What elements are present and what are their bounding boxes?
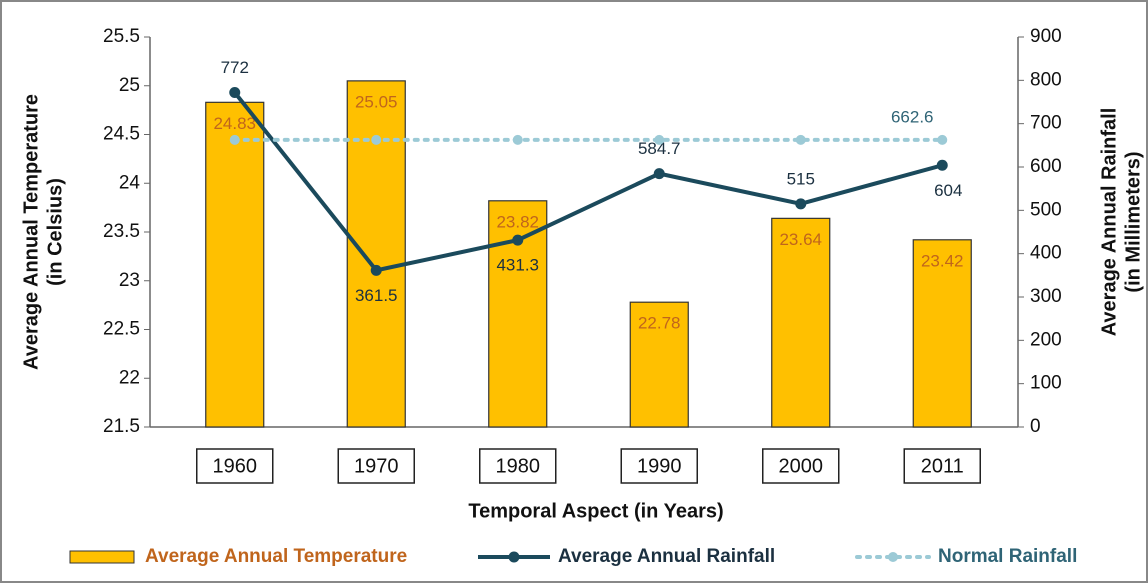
y2-tick-label: 200 <box>1030 329 1062 350</box>
bar-value-label: 25.05 <box>355 92 398 111</box>
bar <box>205 101 265 428</box>
rainfall-marker <box>512 234 524 246</box>
rainfall-value-label: 604 <box>934 181 962 200</box>
bar <box>912 239 972 428</box>
x-tick-label: 1980 <box>496 455 541 477</box>
bar-value-label: 24.83 <box>213 114 256 133</box>
rainfall-line <box>233 91 943 273</box>
y-tick-label: 22.5 <box>103 319 140 340</box>
normal-marker <box>654 134 665 145</box>
rainfall-value-label: 515 <box>787 169 815 188</box>
bar-value-label: 23.64 <box>779 230 822 249</box>
y2-axis-title: Average Annual Rainfall <box>1098 108 1120 337</box>
x-label-box <box>337 448 415 484</box>
y-tick-label: 25 <box>119 75 140 96</box>
x-label-box <box>903 448 981 484</box>
rainfall-value-label: 772 <box>221 58 249 77</box>
bar-value-label: 23.82 <box>496 212 539 231</box>
legend-swatch <box>69 550 135 564</box>
y2-tick-label: 600 <box>1030 156 1062 177</box>
y2-tick-label: 700 <box>1030 113 1062 134</box>
legend-marker <box>508 551 520 563</box>
x-axis-title: Temporal Aspect (in Years) <box>468 500 723 522</box>
x-tick-label: 2000 <box>779 455 824 477</box>
normal-marker <box>937 134 948 145</box>
normal-marker <box>371 134 382 145</box>
x-tick-label: 1960 <box>213 455 258 477</box>
y-tick-label: 23.5 <box>103 221 140 242</box>
bar-value-label: 22.78 <box>638 314 681 333</box>
normal-marker <box>229 134 240 145</box>
y2-tick-label: 900 <box>1030 26 1062 47</box>
rainfall-marker <box>229 86 241 98</box>
x-label-box <box>620 448 698 484</box>
y-tick-label: 25.5 <box>103 26 140 47</box>
x-label-box <box>479 448 557 484</box>
y-tick-label: 24 <box>119 172 141 193</box>
rainfall-marker <box>653 168 665 180</box>
rainfall-value-label: 361.5 <box>355 286 398 305</box>
y2-tick-label: 400 <box>1030 243 1062 264</box>
rainfall-marker <box>936 159 948 171</box>
y-axis-title: Average Annual Temperature <box>20 94 42 370</box>
rainfall-marker <box>370 264 382 276</box>
legend-marker <box>888 552 898 562</box>
legend-label: Normal Rainfall <box>938 546 1077 567</box>
legend-label: Average Annual Temperature <box>145 546 407 567</box>
y2-tick-label: 800 <box>1030 69 1062 90</box>
rainfall-value-label: 431.3 <box>496 256 539 275</box>
x-tick-label: 2011 <box>921 455 964 477</box>
y2-tick-label: 100 <box>1030 373 1062 394</box>
y2-tick-label: 500 <box>1030 199 1062 220</box>
y-tick-label: 22 <box>119 367 140 388</box>
bar <box>771 217 831 428</box>
bar <box>346 80 406 428</box>
rainfall-marker <box>795 198 807 210</box>
y2-tick-label: 300 <box>1030 286 1062 307</box>
x-label-box <box>762 448 840 484</box>
rainfall-value-label: 584.7 <box>638 139 681 158</box>
y-tick-label: 21.5 <box>103 416 140 437</box>
normal-marker <box>512 134 523 145</box>
y-tick-label: 23 <box>119 270 140 291</box>
legend-label: Average Annual Rainfall <box>558 546 775 567</box>
y2-tick-label: 0 <box>1030 416 1041 437</box>
normal-value-label: 662.6 <box>891 107 934 126</box>
normal-marker <box>795 134 806 145</box>
y-tick-label: 24.5 <box>103 124 140 145</box>
x-tick-label: 1970 <box>354 455 399 477</box>
y-axis-title: (in Celsius) <box>44 178 66 286</box>
bar-value-label: 23.42 <box>921 251 964 270</box>
bar <box>629 301 689 428</box>
x-label-box <box>196 448 274 484</box>
y2-axis-title: (in Millimeters) <box>1122 151 1144 292</box>
x-tick-label: 1990 <box>637 455 682 477</box>
